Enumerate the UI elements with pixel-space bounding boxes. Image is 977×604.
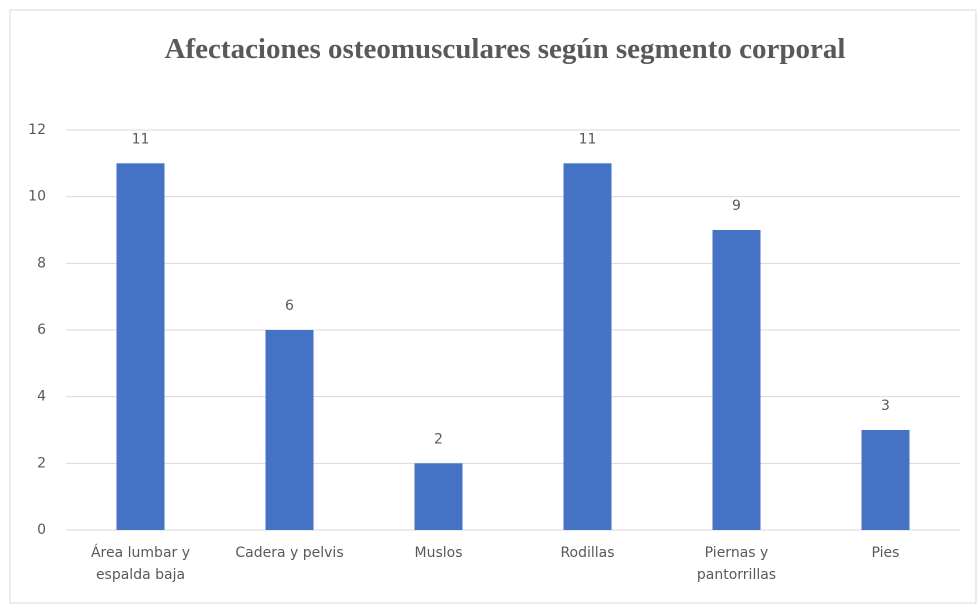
y-tick-label: 4 [37, 389, 46, 405]
y-tick-label: 0 [37, 522, 46, 538]
x-tick-label: Piernas y pantorrillas [696, 545, 777, 583]
bar [861, 430, 910, 530]
bar [265, 330, 314, 530]
y-tick-label: 2 [37, 455, 46, 471]
y-tick-label: 10 [28, 189, 46, 205]
bar [414, 463, 463, 530]
bar [563, 163, 612, 531]
data-label: 9 [732, 198, 741, 214]
chart-title: Afectaciones osteomusculares según segme… [164, 33, 846, 65]
bar [712, 230, 761, 530]
data-label: 11 [132, 131, 150, 147]
y-tick-label: 6 [37, 322, 46, 338]
chart-frame [9, 9, 977, 604]
data-label: 11 [579, 131, 597, 147]
y-tick-label: 8 [37, 255, 46, 271]
y-tick-label: 12 [28, 122, 46, 138]
data-label: 2 [434, 431, 443, 447]
x-tick-label: Pies [871, 545, 900, 561]
data-label: 3 [881, 398, 890, 414]
bar [116, 163, 165, 531]
data-label: 6 [285, 298, 294, 314]
x-tick-label: Muslos [414, 545, 463, 561]
x-tick-label: Área lumbar y espalda baja [90, 545, 191, 583]
x-tick-label: Cadera y pelvis [235, 545, 344, 561]
x-tick-label: Rodillas [560, 545, 615, 561]
